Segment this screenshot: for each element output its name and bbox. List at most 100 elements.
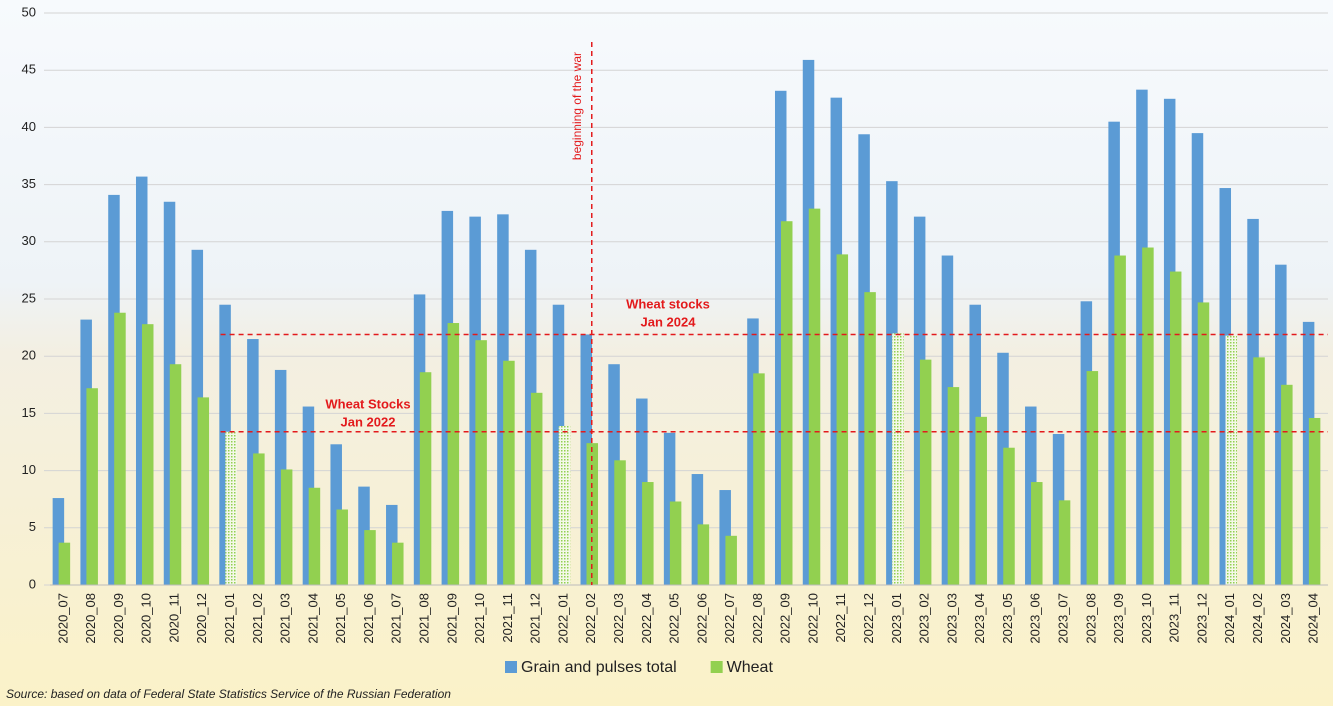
bar <box>1142 247 1154 585</box>
x-tick-label: 2022_03 <box>611 593 626 644</box>
bar <box>1031 482 1043 585</box>
bar <box>169 364 182 585</box>
bar <box>608 364 620 585</box>
bar <box>1275 264 1287 585</box>
x-tick-label: 2021_11 <box>500 593 515 643</box>
bar <box>386 504 398 585</box>
x-tick-label: 2021_08 <box>417 593 432 644</box>
bar <box>663 432 676 585</box>
x-tick-label: 2021_10 <box>472 593 487 644</box>
bar <box>669 501 682 585</box>
bar <box>747 318 759 585</box>
bar <box>197 397 210 585</box>
x-tick-label: 2023_06 <box>1028 593 1043 644</box>
annotation: Jan 2022 <box>341 414 396 429</box>
bar <box>774 90 787 586</box>
x-tick-label: 2021_02 <box>250 593 265 644</box>
bar <box>413 294 426 585</box>
bar <box>225 431 237 585</box>
y-tick-label: 20 <box>22 348 36 363</box>
bar <box>1058 500 1071 585</box>
bar <box>1191 133 1204 585</box>
x-tick-label: 2020_09 <box>111 593 126 644</box>
bar <box>135 176 148 586</box>
bar <box>530 392 543 585</box>
y-tick-label: 25 <box>22 290 36 305</box>
bar <box>1052 433 1065 585</box>
bar <box>913 216 926 585</box>
annotation: Wheat Stocks <box>325 396 410 411</box>
bar <box>802 59 815 586</box>
x-tick-label: 2023_04 <box>972 593 987 644</box>
x-tick-label: 2024_03 <box>1278 593 1293 644</box>
bar <box>1114 255 1126 585</box>
bar <box>997 352 1009 585</box>
bar <box>1025 406 1037 585</box>
bar <box>941 255 954 585</box>
x-tick-label: 2023_11 <box>1167 593 1182 643</box>
y-tick-label: 35 <box>22 176 36 191</box>
bar <box>336 509 348 585</box>
bar <box>419 372 432 585</box>
bar <box>1253 357 1265 585</box>
x-tick-label: 2023_05 <box>1000 593 1015 644</box>
x-tick-label: 2022_01 <box>555 593 570 644</box>
bar <box>1219 188 1232 586</box>
y-tick-label: 10 <box>22 462 36 477</box>
bar <box>330 444 342 585</box>
bar <box>469 216 481 585</box>
x-tick-label: 2020_12 <box>194 593 209 644</box>
x-tick-label: 2023_08 <box>1083 593 1098 644</box>
x-tick-label: 2024_01 <box>1222 593 1237 644</box>
legend-swatch <box>505 661 517 673</box>
bar <box>1281 384 1293 585</box>
legend-label: Grain and pulses total <box>521 659 677 676</box>
y-tick-label: 5 <box>29 519 36 534</box>
x-tick-label: 2022_11 <box>833 593 848 643</box>
x-tick-label: 2023_02 <box>917 593 932 644</box>
bar <box>114 312 126 585</box>
x-tick-label: 2022_06 <box>694 593 709 644</box>
bar <box>830 97 843 585</box>
bar <box>302 406 315 585</box>
y-tick-label: 0 <box>29 576 36 591</box>
bar <box>858 134 870 585</box>
bar <box>503 360 515 585</box>
bar <box>1108 121 1120 586</box>
bar <box>1080 301 1093 585</box>
x-tick-label: 2020_11 <box>166 593 181 643</box>
y-tick-label: 50 <box>22 4 36 19</box>
x-tick-label: 2023_09 <box>1111 593 1126 644</box>
bar <box>58 542 71 585</box>
x-tick-label: 2021_05 <box>333 593 348 644</box>
bar <box>636 398 648 585</box>
bar <box>358 486 370 585</box>
bar <box>1197 302 1210 585</box>
vertical-line-label: beginning of the war <box>570 52 584 160</box>
x-tick-label: 2022_12 <box>861 593 876 644</box>
x-tick-label: 2023_07 <box>1056 593 1071 644</box>
bar <box>108 194 120 585</box>
bar <box>163 201 176 585</box>
annotation: Wheat stocks <box>626 296 710 311</box>
bar <box>919 359 932 585</box>
bar <box>947 387 960 585</box>
y-tick-label: 45 <box>22 62 36 77</box>
x-tick-label: 2020_10 <box>139 593 154 644</box>
x-tick-label: 2024_04 <box>1306 593 1321 644</box>
bar <box>253 453 265 585</box>
bar <box>975 416 987 585</box>
x-tick-label: 2023_03 <box>944 593 959 644</box>
bar <box>558 425 571 585</box>
bar <box>780 221 793 585</box>
x-tick-label: 2022_07 <box>722 593 737 644</box>
x-tick-label: 2022_10 <box>805 593 820 644</box>
x-tick-label: 2021_01 <box>222 593 237 644</box>
bar <box>642 482 654 585</box>
bar <box>969 304 981 585</box>
x-tick-label: 2022_02 <box>583 593 598 644</box>
annotation: Jan 2024 <box>641 314 697 329</box>
bar <box>808 208 821 585</box>
bar <box>80 319 92 585</box>
bar <box>886 181 898 585</box>
